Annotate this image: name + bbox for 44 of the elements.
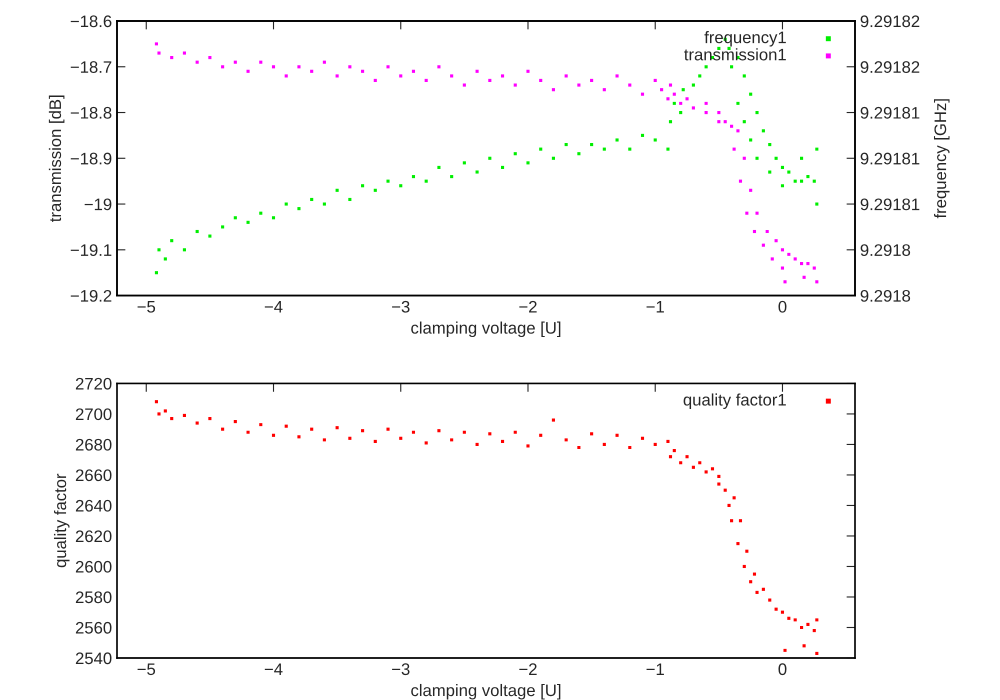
y-tick-label: 2600	[76, 560, 112, 573]
x-tick-label: −3	[392, 300, 410, 313]
y-tick-label: 2540	[76, 652, 112, 664]
x-tick-label: 0	[778, 663, 786, 676]
x-tick-label: −4	[264, 663, 283, 675]
y-tick-label: −18.7	[70, 61, 112, 73]
y-tick-label: 2640	[76, 500, 112, 512]
y-axis-title: quality factor	[54, 474, 70, 568]
legend-label: quality factor1	[684, 393, 786, 409]
x-tick-label: −5	[138, 301, 156, 313]
y2-axis-title: frequency [GHz]	[934, 99, 950, 218]
x-axis-title: clamping voltage [U]	[411, 684, 560, 700]
x-tick-label: −4	[264, 301, 283, 313]
x-tick-label: −1	[646, 301, 664, 313]
y2-tick-label: 9.2918	[860, 290, 910, 302]
y-tick-label: 2700	[76, 408, 112, 420]
x-tick-label: −2	[519, 300, 537, 313]
y-tick-label: 2620	[76, 530, 112, 542]
y2-tick-label: 9.2918	[860, 244, 910, 256]
x-axis-title: clamping voltage [U]	[411, 322, 560, 338]
y2-tick-label: 9.29181	[860, 106, 920, 119]
y-tick-label: 2560	[76, 622, 112, 634]
legend-label: transmission1	[684, 48, 786, 60]
y-tick-label: 2680	[76, 438, 112, 451]
y2-tick-label: 9.29182	[860, 61, 920, 73]
y-axis-title: transmission [dB]	[48, 96, 64, 222]
legend-label: frequency1	[704, 31, 786, 47]
y2-tick-label: 9.29181	[860, 152, 920, 164]
y-tick-label: −19.2	[70, 290, 112, 302]
y-tick-label: −18.9	[70, 152, 112, 164]
y2-tick-label: 9.29182	[860, 15, 920, 28]
x-tick-label: −5	[138, 663, 156, 676]
y-tick-label: 2660	[76, 469, 112, 482]
x-tick-label: −3	[392, 663, 410, 676]
y-tick-label: −18.8	[70, 106, 112, 119]
y-tick-label: −18.6	[70, 15, 112, 28]
y-tick-label: 2580	[76, 591, 112, 604]
y-tick-label: −19.1	[70, 244, 112, 256]
x-tick-label: −1	[646, 663, 664, 675]
x-tick-label: −2	[519, 663, 537, 675]
y2-tick-label: 9.29181	[860, 198, 920, 210]
y-tick-label: −19	[84, 198, 112, 210]
x-tick-label: 0	[778, 300, 786, 313]
y-tick-label: 2720	[76, 378, 112, 390]
